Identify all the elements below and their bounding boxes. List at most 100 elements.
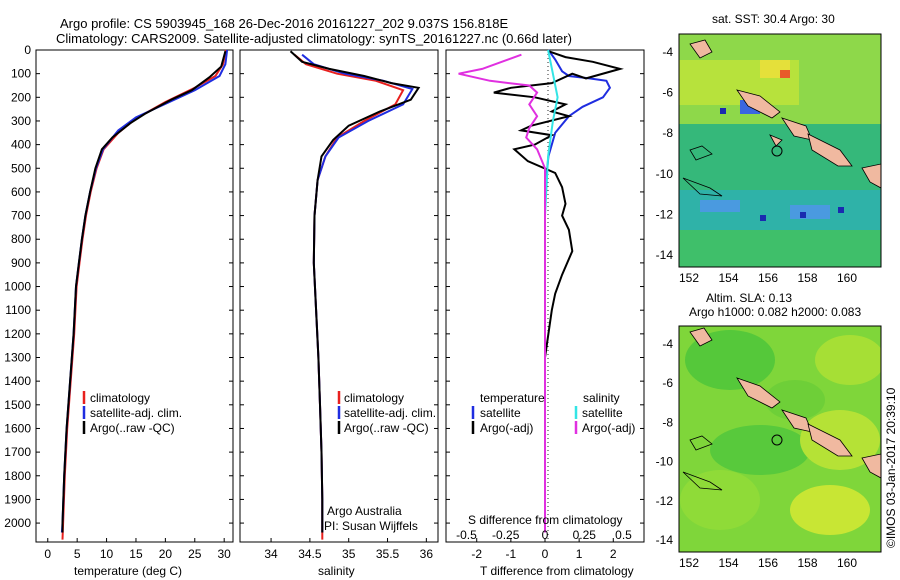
sst-map-title: sat. SST: 30.4 Argo: 30 xyxy=(712,12,835,26)
temperature-tick-label: 25 xyxy=(188,547,202,561)
map-lat-label: -12 xyxy=(656,494,674,508)
map-lat-label: -10 xyxy=(656,455,674,469)
depth-tick-label: 700 xyxy=(11,209,31,223)
map-lat-label: -12 xyxy=(656,207,674,221)
map-lat-label: -10 xyxy=(656,167,674,181)
depth-tick-label: 200 xyxy=(11,90,31,104)
legend-label: satellite xyxy=(582,406,623,420)
map-lon-label: 160 xyxy=(837,271,857,285)
sla-map-title-1: Altim. SLA: 0.13 xyxy=(706,291,792,305)
legend-label: Argo(-adj) xyxy=(480,421,533,435)
sst-map-frame xyxy=(678,33,882,268)
t-diff-tick-label: 1 xyxy=(576,547,583,561)
depth-tick-labels: 0 100 200 300 400 500 600 700 800 900 1000 1100 1200… xyxy=(4,43,31,530)
salinity-legend: climatology satellite-adj. clim. Argo(..… xyxy=(337,391,436,435)
temperature-tick-label: 5 xyxy=(74,547,81,561)
depth-tick-label: 1200 xyxy=(4,327,31,341)
temperature-tick-label: 20 xyxy=(159,547,173,561)
series-line-salinity-argo-adj- xyxy=(458,53,546,533)
credit-org: Argo Australia xyxy=(327,504,402,518)
temperature-legend: climatology satellite-adj. clim. Argo(..… xyxy=(82,391,182,435)
depth-tick-label: 900 xyxy=(11,256,31,270)
depth-tick-label: 1300 xyxy=(4,351,31,365)
depth-tick-label: 1400 xyxy=(4,374,31,388)
series-line-argo-raw-qc- xyxy=(289,50,421,533)
depth-tick-label: 2000 xyxy=(4,516,31,530)
t-diff-xlabel: T difference from climatology xyxy=(480,564,634,578)
t-diff-tick-label: 2 xyxy=(610,547,617,561)
legend-label: Argo(..raw -QC) xyxy=(90,421,175,435)
map-lon-label: 156 xyxy=(758,271,778,285)
credit-pi: PI: Susan Wijffels xyxy=(324,519,418,533)
depth-tick-label: 600 xyxy=(11,185,31,199)
legend-label: satellite-adj. clim. xyxy=(90,406,182,420)
legend-label: climatology xyxy=(344,391,404,405)
map-tick-labels: 152 154 156 158 160 -4 -6 -8 -10 -12 -14 152 154 156 1… xyxy=(656,45,858,570)
map-lon-label: 160 xyxy=(837,556,857,570)
depth-tick-label: 100 xyxy=(11,67,31,81)
t-diff-tick-label: 0 xyxy=(542,547,549,561)
map-lat-label: -8 xyxy=(662,415,673,429)
map-lat-label: -6 xyxy=(662,376,673,390)
title-line-2: Climatology: CARS2009. Satellite-adjuste… xyxy=(56,31,572,46)
map-lat-label: -4 xyxy=(662,337,673,351)
depth-tick-label: 1100 xyxy=(5,303,31,317)
salinity-tick-label: 34.5 xyxy=(298,547,322,561)
depth-tick-label: 800 xyxy=(11,232,31,246)
x-tick-labels: 0 5 10 15 20 25 30 34 34.5 35 35.5 36 -2 -1 0 1 2 -0.5 -0.… xyxy=(44,528,632,561)
salinity-tick-label: 35.5 xyxy=(376,547,400,561)
s-diff-tick-label: 0.25 xyxy=(573,528,597,542)
map-lon-label: 152 xyxy=(679,271,699,285)
depth-tick-label: 500 xyxy=(11,161,31,175)
sst-map xyxy=(679,34,881,267)
profile-curves xyxy=(60,49,624,540)
depth-tick-label: 0 xyxy=(24,43,31,57)
legend-label: satellite xyxy=(480,406,521,420)
legend-label: climatology xyxy=(90,391,150,405)
s-diff-tick-label: -0.5 xyxy=(456,528,477,542)
series-line-argo-raw-qc- xyxy=(61,50,227,533)
legend-label: Argo(..raw -QC) xyxy=(344,421,429,435)
depth-tick-label: 1800 xyxy=(4,469,31,483)
s-diff-xlabel: S difference from climatology xyxy=(468,513,623,527)
map-lon-label: 158 xyxy=(797,271,817,285)
depth-tick-label: 400 xyxy=(11,138,31,152)
map-lat-label: -4 xyxy=(662,45,673,59)
legend-head-temperature: temperature xyxy=(480,391,545,405)
temperature-panel xyxy=(35,49,234,543)
s-diff-tick-label: 0.5 xyxy=(615,528,632,542)
salinity-tick-label: 34 xyxy=(264,547,278,561)
legend-head-salinity: salinity xyxy=(583,391,620,405)
temperature-tick-label: 0 xyxy=(44,547,51,561)
depth-tick-label: 1700 xyxy=(4,445,31,459)
s-diff-tick-label: 0 xyxy=(542,528,549,542)
axis-ticks xyxy=(36,49,644,542)
depth-tick-label: 300 xyxy=(11,114,31,128)
temperature-tick-label: 15 xyxy=(129,547,143,561)
sla-map xyxy=(679,326,881,552)
map-lon-label: 158 xyxy=(797,556,817,570)
difference-legend: temperature salinity satellite Argo(-adj… xyxy=(471,391,635,435)
temperature-xlabel: temperature (deg C) xyxy=(74,564,182,578)
t-diff-tick-label: -1 xyxy=(506,547,517,561)
salinity-tick-label: 35 xyxy=(342,547,356,561)
map-lon-label: 156 xyxy=(758,556,778,570)
sla-map-title-2: Argo h1000: 0.082 h2000: 0.083 xyxy=(689,305,861,319)
s-diff-tick-label: -0.25 xyxy=(492,528,520,542)
map-lat-label: -6 xyxy=(662,86,673,100)
salinity-tick-label: 36 xyxy=(420,547,434,561)
imos-stamp: ©IMOS 03-Jan-2017 20:39:10 xyxy=(884,387,898,548)
map-lon-label: 154 xyxy=(718,271,738,285)
salinity-panel xyxy=(239,49,439,543)
map-lon-label: 154 xyxy=(718,556,738,570)
depth-tick-label: 1000 xyxy=(4,280,31,294)
title-line-1: Argo profile: CS 5903945_168 26-Dec-2016… xyxy=(60,16,508,31)
legend-label: Argo(-adj) xyxy=(582,421,635,435)
legend-label: satellite-adj. clim. xyxy=(344,406,436,420)
temperature-tick-label: 30 xyxy=(217,547,231,561)
map-lat-label: -14 xyxy=(656,248,674,262)
depth-tick-label: 1500 xyxy=(4,398,31,412)
salinity-xlabel: salinity xyxy=(318,564,355,578)
temperature-tick-label: 10 xyxy=(100,547,114,561)
